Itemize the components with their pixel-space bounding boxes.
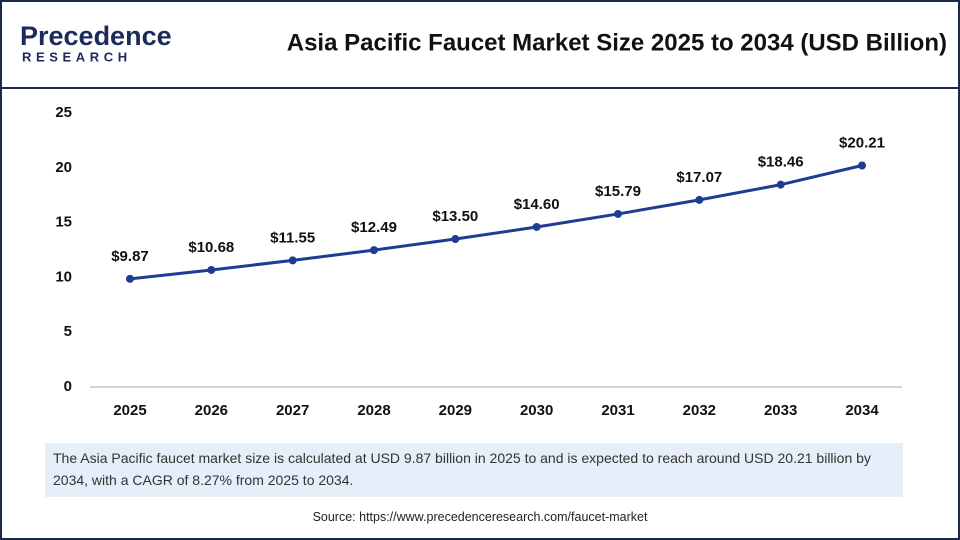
data-label: $14.60 [514, 196, 560, 213]
point [370, 246, 378, 255]
x-tick-label: 2028 [357, 402, 390, 419]
data-label: $20.21 [839, 134, 885, 151]
point [207, 265, 216, 274]
y-tick-label: 0 [64, 378, 72, 395]
y-tick-label: 10 [55, 268, 72, 285]
logo-tagline: RESEARCH [22, 49, 132, 64]
point [776, 180, 785, 189]
x-tick-label: 2033 [764, 402, 797, 419]
x-tick-label: 2026 [195, 402, 228, 419]
data-label: $17.07 [676, 169, 722, 186]
data-label: $10.68 [188, 239, 234, 256]
logo-name: Precedence [20, 21, 172, 51]
point [126, 274, 134, 283]
caption: The Asia Pacific faucet market size is c… [45, 443, 903, 497]
y-tick-label: 25 [55, 104, 72, 121]
chart-title: Asia Pacific Faucet Market Size 2025 to … [287, 29, 947, 56]
y-tick-label: 5 [64, 323, 72, 340]
x-tick-label: 2025 [113, 402, 146, 419]
x-tick-label: 2027 [276, 402, 309, 419]
x-tick-label: 2032 [683, 402, 716, 419]
x-tick-label: 2030 [520, 402, 553, 419]
x-tick-label: 2031 [601, 402, 634, 419]
source: Source: https://www.precedenceresearch.c… [312, 510, 648, 524]
point [695, 195, 704, 204]
data-label: $9.87 [111, 248, 149, 265]
data-label: $13.50 [432, 208, 478, 225]
point [532, 222, 541, 231]
data-label: $18.46 [758, 154, 804, 171]
x-tick-label: 2029 [439, 402, 472, 419]
data-label: $12.49 [351, 219, 397, 236]
data-label: $11.55 [270, 229, 315, 246]
y-tick-label: 15 [55, 214, 72, 231]
y-tick-label: 20 [55, 159, 72, 176]
x-tick-label: 2034 [845, 402, 879, 419]
point [288, 256, 297, 265]
line [129, 164, 863, 281]
point [614, 209, 622, 218]
data-label: $15.79 [595, 183, 641, 200]
point [451, 235, 460, 244]
point [858, 161, 866, 170]
